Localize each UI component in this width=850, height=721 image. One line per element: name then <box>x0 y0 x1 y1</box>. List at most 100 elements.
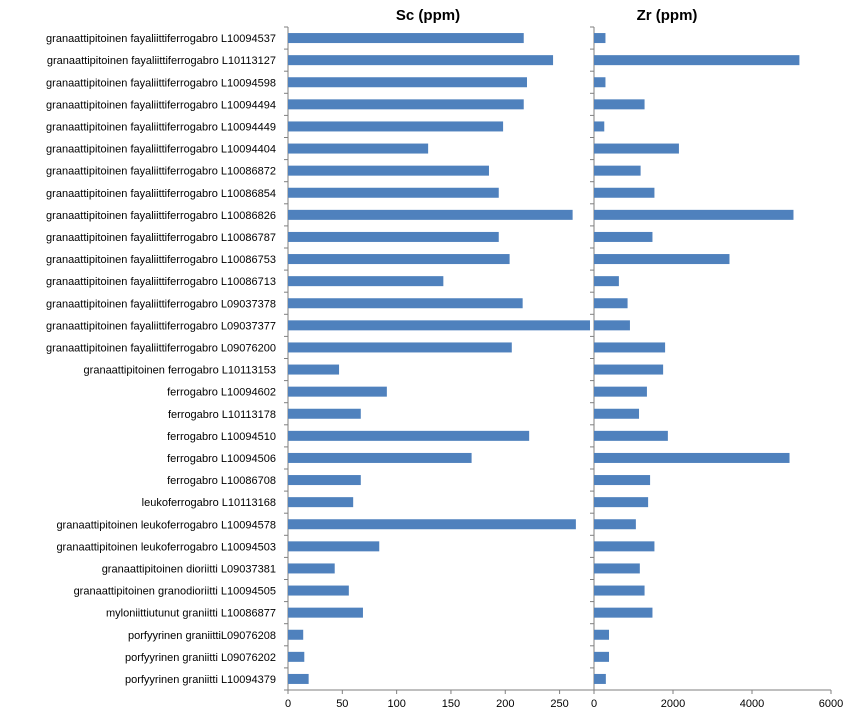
bar <box>288 99 524 110</box>
bar <box>288 519 576 530</box>
bar <box>594 651 610 662</box>
tick-label: 2000 <box>661 698 685 710</box>
bar <box>594 364 664 375</box>
category-label: granaattipitoinen fayaliittiferrogabro L… <box>47 55 276 67</box>
bar <box>288 121 504 132</box>
category-label: granaattipitoinen fayaliittiferrogabro L… <box>46 210 276 222</box>
bar <box>288 452 472 463</box>
bar <box>594 342 666 353</box>
category-label: leukoferrogabro L10113168 <box>142 497 276 509</box>
category-label: myloniittiutunut graniitti L10086877 <box>106 608 276 620</box>
category-label: granaattipitoinen fayaliittiferrogabro L… <box>46 276 276 288</box>
bar <box>594 143 679 154</box>
bar <box>594 607 653 618</box>
category-label: granaattipitoinen ferrogabro L10113153 <box>84 365 276 377</box>
bar <box>594 673 606 684</box>
category-label: granaattipitoinen fayaliittiferrogabro L… <box>46 232 276 244</box>
tick-label: 150 <box>442 698 460 710</box>
category-label: ferrogabro L10094506 <box>167 453 276 465</box>
bar <box>594 585 645 596</box>
bar <box>288 231 499 242</box>
bar <box>288 475 361 486</box>
bar <box>288 342 512 353</box>
category-label: granaattipitoinen leukoferrogabro L10094… <box>56 519 276 531</box>
bar <box>594 541 655 552</box>
bar <box>288 607 363 618</box>
bar <box>288 673 309 684</box>
category-label: granaattipitoinen fayaliittiferrogabro L… <box>46 320 276 332</box>
category-label: granaattipitoinen fayaliittiferrogabro L… <box>46 144 276 156</box>
bar <box>594 276 619 287</box>
tick-label: 100 <box>387 698 405 710</box>
category-label: granaattipitoinen fayaliittiferrogabro L… <box>46 342 276 354</box>
category-label: porfyyrinen graniitti L09076202 <box>125 652 276 664</box>
bar <box>288 408 361 419</box>
category-label: granaattipitoinen fayaliittiferrogabro L… <box>46 188 276 200</box>
category-label: ferrogabro L10113178 <box>168 409 276 421</box>
bar <box>288 585 349 596</box>
bar <box>594 497 649 508</box>
bar <box>594 99 645 110</box>
bar <box>594 165 641 176</box>
bar <box>288 320 590 331</box>
bar <box>288 187 499 198</box>
category-label: granaattipitoinen granodioriitti L100945… <box>74 586 276 598</box>
bar <box>594 519 636 530</box>
bar <box>288 386 387 397</box>
category-label: ferrogabro L10094602 <box>167 387 276 399</box>
bar <box>594 33 606 44</box>
category-label: granaattipitoinen fayaliittiferrogabro L… <box>46 33 276 45</box>
bar <box>288 209 573 220</box>
tick-label: 250 <box>550 698 568 710</box>
bar <box>594 475 651 486</box>
bar <box>594 320 630 331</box>
bar <box>594 187 655 198</box>
bar <box>288 497 354 508</box>
bar <box>288 254 510 265</box>
bar <box>288 364 340 375</box>
tick-label: 200 <box>496 698 514 710</box>
category-label: granaattipitoinen fayaliittiferrogabro L… <box>46 166 276 178</box>
tick-label: 0 <box>285 698 291 710</box>
category-label: porfyyrinen graniittiL09076208 <box>128 630 276 642</box>
bar <box>594 121 605 132</box>
bar <box>288 165 489 176</box>
bar <box>594 386 647 397</box>
bar <box>288 430 530 441</box>
bar <box>594 452 790 463</box>
bar <box>594 563 640 574</box>
bar <box>594 209 794 220</box>
category-label: granaattipitoinen dioriitti L09037381 <box>102 563 276 575</box>
category-label: granaattipitoinen fayaliittiferrogabro L… <box>46 121 276 133</box>
panel-title: Zr (ppm) <box>637 7 698 24</box>
tick-label: 50 <box>336 698 348 710</box>
bar <box>594 254 730 265</box>
bar <box>288 629 304 640</box>
bar <box>288 541 380 552</box>
bar <box>288 77 527 88</box>
bar <box>288 143 429 154</box>
bar <box>288 276 444 287</box>
bar <box>594 55 800 66</box>
category-label: ferrogabro L10086708 <box>167 475 276 487</box>
category-label: porfyyrinen graniitti L10094379 <box>125 674 276 686</box>
tick-label: 0 <box>591 698 597 710</box>
bar <box>594 77 606 88</box>
bar <box>288 33 524 44</box>
panel-title: Sc (ppm) <box>396 7 460 24</box>
tick-label: 6000 <box>819 698 843 710</box>
bar <box>288 55 554 66</box>
category-label: granaattipitoinen fayaliittiferrogabro L… <box>46 298 276 310</box>
category-label: ferrogabro L10094510 <box>167 431 276 443</box>
bar <box>288 298 523 309</box>
category-label: granaattipitoinen leukoferrogabro L10094… <box>56 541 276 553</box>
bar <box>594 430 668 441</box>
bar <box>594 298 628 309</box>
bar <box>594 629 610 640</box>
tick-label: 4000 <box>740 698 764 710</box>
bar <box>594 408 640 419</box>
category-label: granaattipitoinen fayaliittiferrogabro L… <box>46 99 276 111</box>
category-label: granaattipitoinen fayaliittiferrogabro L… <box>46 77 276 89</box>
